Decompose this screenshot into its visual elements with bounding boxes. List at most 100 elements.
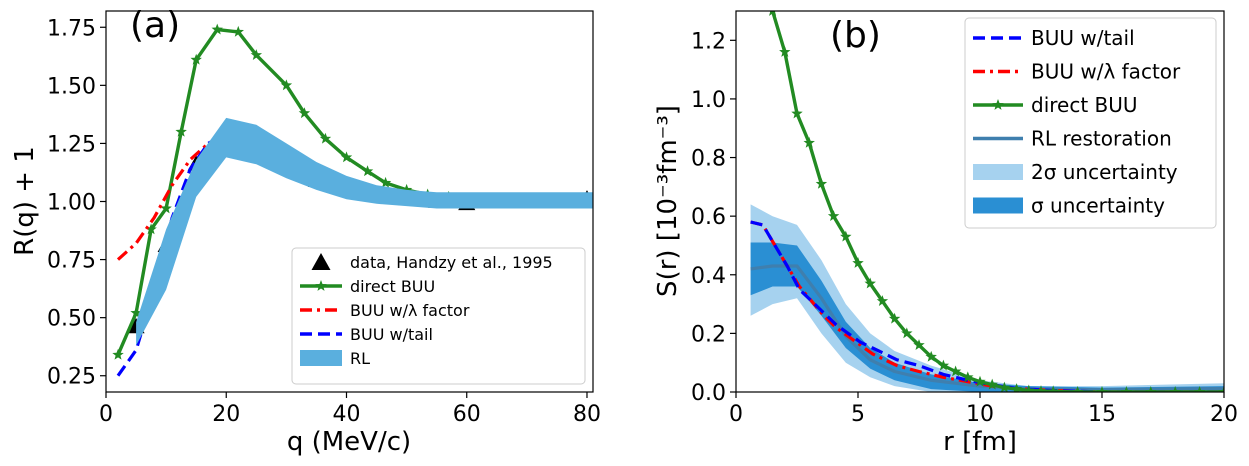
star-marker-b (791, 107, 803, 119)
star-marker-a (298, 107, 311, 119)
x-tick-label-b: 15 (1088, 402, 1116, 427)
y-axis-label-b: S(r) [10⁻³fm⁻³] (653, 105, 683, 297)
legend-label-buu-w-tail: BUU w/tail (350, 325, 433, 344)
star-marker-b (949, 365, 962, 377)
star-marker-a (379, 176, 392, 188)
star-marker-b (937, 359, 950, 371)
star-marker-a (232, 25, 244, 37)
star-marker-b (986, 378, 998, 390)
y-tick-label-b: 0.0 (691, 381, 726, 406)
x-tick-label-b: 5 (851, 402, 865, 427)
star-marker-b (876, 295, 889, 306)
star-marker-b (1010, 383, 1023, 392)
band-2-uncertainty-b (750, 204, 1224, 392)
legend-label-2-uncertainty: 2σ uncertainty (1031, 160, 1178, 184)
band-uncertainty-b (750, 242, 1224, 392)
x-tick-label-a: 80 (573, 402, 601, 427)
star-marker-b (1071, 386, 1084, 392)
legend-swatch-rl (300, 350, 342, 366)
star-marker-b (1218, 386, 1224, 392)
star-marker-b (1169, 386, 1181, 392)
star-marker-b (779, 46, 791, 57)
star-marker-b (1145, 386, 1157, 392)
star-marker-b (888, 312, 901, 324)
y-tick-label-b: 1.2 (691, 29, 726, 54)
star-marker-a (340, 151, 353, 163)
panel-a: 0 20 40 60 80 0.25 0.50 0.75 1.00 1.25 1.50 1.75 (a… (10, 5, 601, 457)
legend-swatch-data-handzy-et-al-1995 (311, 253, 331, 270)
y-tick-label-a: 1.75 (47, 16, 96, 41)
legend-label-data-handzy-et-al-1995: data, Handzy et al., 1995 (350, 253, 553, 272)
x-tick-label-b: 10 (966, 402, 994, 427)
y-tick-label-b: 0.2 (691, 322, 726, 347)
star-marker-a (112, 348, 124, 360)
y-tick-label-a: 1.25 (47, 132, 96, 157)
star-marker-b (1120, 386, 1133, 392)
legend-a: data, Handzy et al., 1995 direct BUU BUU w… (291, 247, 586, 385)
star-marker-b (815, 177, 828, 189)
legend-label-buu-w-tail: BUU w/tail (1031, 26, 1135, 50)
star-marker-a (145, 223, 157, 235)
star-marker-a (319, 132, 332, 144)
y-axis-label-a: R(q) + 1 (10, 146, 40, 256)
star-marker-a (400, 183, 413, 195)
star-marker-b (852, 257, 864, 268)
star-marker-b (925, 350, 937, 362)
y-tick-label-a: 0.75 (47, 249, 96, 274)
star-marker-b (1047, 385, 1059, 392)
y-tick-label-b: 1.0 (691, 88, 726, 113)
legend-label-uncertainty: σ uncertainty (1031, 194, 1165, 218)
legend-label-buu-w-factor: BUU w/λ factor (350, 301, 470, 320)
x-tick-label-b: 20 (1210, 402, 1238, 427)
star-marker-a (130, 307, 142, 318)
x-tick-label-a: 0 (99, 402, 113, 427)
star-marker-a (190, 53, 202, 65)
y-tick-label-a: 0.50 (47, 307, 96, 332)
panel-label-a: (a) (130, 5, 180, 46)
star-marker-a (250, 49, 263, 60)
line-buu-w-tail-b (750, 220, 1224, 392)
legend-star-direct-buu (315, 280, 327, 291)
panel-b: 0 5 10 15 20 0.0 0.2 0.4 0.6 0.8 1.0 1.2 (b) r [fm]… (653, 10, 1238, 457)
panel-label-b: (b) (830, 15, 881, 56)
star-marker-b (901, 327, 913, 339)
star-marker-b (1035, 385, 1047, 392)
legend-b: BUU w/tail BUU w/λ factor direct BUU RL res… (964, 17, 1217, 229)
legend-label-rl-restoration: RL restoration (1031, 127, 1172, 151)
legend-label-buu-w-factor: BUU w/λ factor (1031, 60, 1181, 84)
legend-label-direct-buu: direct BUU (350, 277, 435, 296)
x-tick-label-a: 60 (453, 402, 481, 427)
star-marker-b (769, 11, 777, 16)
x-axis-label-a: q (MeV/c) (287, 427, 411, 457)
legend-swatch-2-uncertainty (973, 164, 1023, 180)
star-marker-a (160, 202, 172, 214)
star-marker-b (1096, 386, 1108, 392)
star-marker-b (974, 375, 986, 387)
star-marker-b (840, 230, 852, 242)
x-axis-label-b: r [fm] (943, 427, 1017, 457)
y-tick-label-b: 0.8 (691, 147, 726, 172)
star-marker-a (280, 79, 293, 91)
legend-label-rl: RL (350, 349, 370, 368)
star-marker-b (913, 339, 925, 350)
y-tick-label-b: 0.4 (691, 264, 726, 289)
star-marker-b (962, 371, 974, 383)
star-marker-b (1023, 384, 1035, 392)
star-marker-b (998, 381, 1011, 392)
star-marker-a (175, 125, 187, 137)
star-marker-b (864, 277, 876, 289)
legend-star-direct-buu (992, 99, 1004, 110)
y-tick-label-a: 1.50 (47, 74, 96, 99)
star-marker-a (211, 23, 223, 35)
star-marker-a (361, 165, 374, 177)
legend-label-direct-buu: direct BUU (1031, 93, 1138, 117)
star-marker-b (803, 136, 815, 148)
star-marker-b (827, 210, 840, 222)
legend-swatch-uncertainty (973, 197, 1023, 214)
line-direct-buu-b (770, 11, 1224, 392)
y-tick-label-a: 1.00 (47, 191, 96, 216)
x-tick-label-a: 20 (212, 402, 240, 427)
y-tick-label-b: 0.6 (691, 205, 726, 230)
x-tick-label-a: 40 (332, 402, 360, 427)
